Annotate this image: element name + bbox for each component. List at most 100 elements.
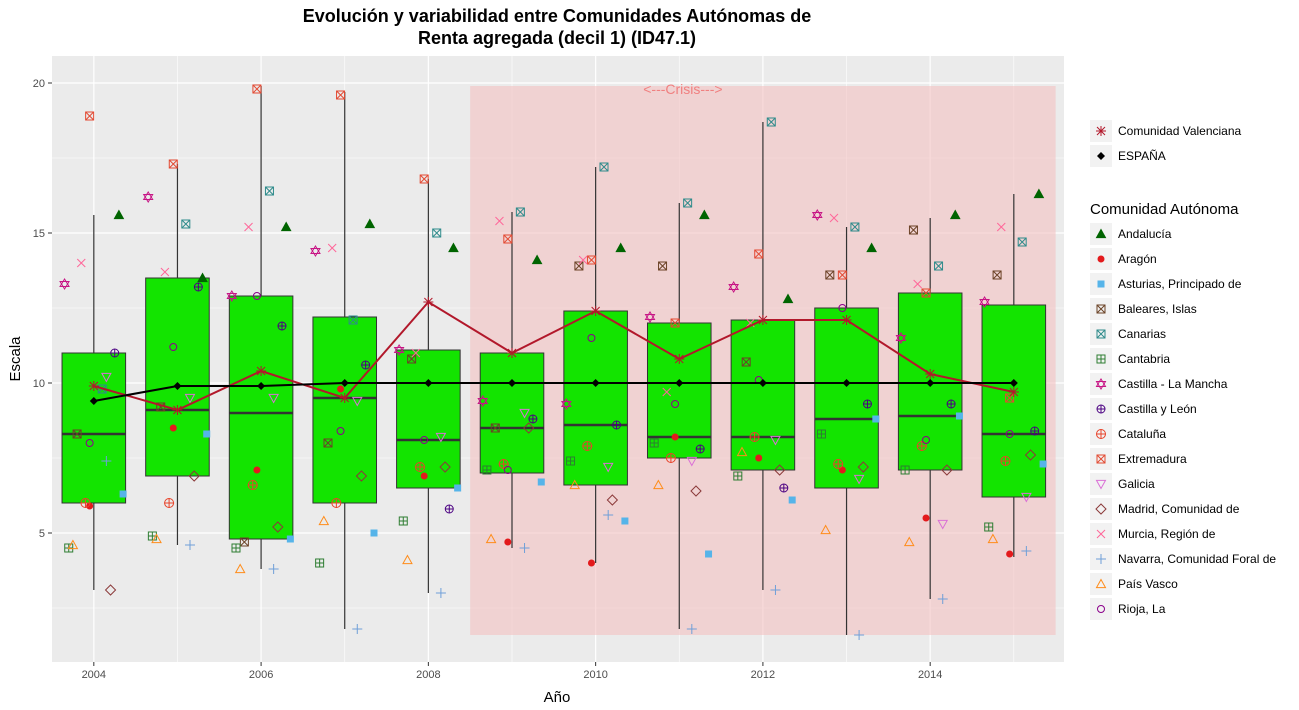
line-point-0-2005	[172, 405, 183, 415]
point-0-2004	[113, 209, 125, 220]
point-0-2008	[448, 242, 459, 253]
point-12-2004	[76, 258, 86, 268]
legend-label: Castilla - La Mancha	[1118, 377, 1228, 391]
crisis-label: <---Crisis--->	[643, 81, 722, 97]
legend-label: Galicia	[1118, 477, 1155, 491]
line-point-0-2010	[590, 306, 601, 316]
point-11-2009	[523, 422, 535, 434]
point-8-2010	[582, 441, 593, 451]
point-14-2015	[987, 533, 999, 544]
line-point-0-2006	[256, 366, 267, 376]
legend-label: Canarias	[1118, 327, 1166, 341]
legend-marker	[1096, 404, 1106, 414]
line-point-1-2014	[926, 379, 935, 387]
x-axis-ticks: 2004 2006 2008 2010 2012 2014	[82, 662, 942, 681]
point-14-2011	[653, 479, 664, 490]
point-10-2013	[853, 474, 865, 485]
point-14-2004	[67, 539, 79, 550]
boxplot-2005	[145, 164, 210, 545]
point-13-2010	[603, 510, 614, 520]
point-8-2009	[498, 459, 509, 469]
point-5-2006	[231, 543, 241, 553]
box-body	[479, 352, 545, 474]
legend-line-label: ESPAÑA	[1118, 149, 1166, 163]
x-tick-label: 2014	[918, 669, 942, 681]
point-12-2011	[662, 387, 672, 397]
box-body	[61, 352, 127, 504]
point-5-2005	[147, 531, 157, 541]
point-3-2009	[490, 423, 500, 433]
point-3-2004	[72, 429, 82, 439]
point-13-2012	[770, 585, 781, 595]
point-14-2014	[903, 536, 915, 547]
legend-series: Andalucía Aragón Asturias, Principado de Ba…	[1090, 223, 1276, 620]
point-1-2010	[587, 559, 595, 567]
legend-key	[1090, 598, 1112, 620]
line-point-0-2007	[339, 393, 350, 403]
point-3-2015	[992, 270, 1002, 280]
legend-key	[1090, 498, 1112, 520]
point-0-2009	[531, 254, 543, 265]
point-11-2013	[857, 461, 869, 473]
point-3-2012	[741, 357, 751, 367]
point-4-2011	[683, 198, 693, 208]
point-13-2008	[435, 588, 446, 598]
point-6-2010	[560, 398, 572, 410]
legend-marker	[1096, 354, 1106, 364]
point-9-2009	[503, 234, 513, 244]
point-7-2006	[277, 321, 287, 331]
point-4-2015	[1017, 237, 1027, 247]
y-tick-label: 15	[33, 228, 45, 240]
line-0	[93, 300, 1015, 412]
point-5-2014	[900, 465, 910, 475]
x-tick-label: 2012	[751, 669, 775, 681]
point-4-2012	[766, 117, 776, 127]
x-tick-label: 2006	[249, 669, 273, 681]
point-5-2007	[315, 558, 325, 568]
point-10-2008	[435, 432, 447, 443]
point-10-2010	[602, 462, 614, 473]
box-body	[396, 349, 461, 489]
legend-marker	[1095, 228, 1107, 239]
point-6-2011	[644, 311, 656, 323]
boxplot-2004	[61, 215, 127, 590]
legend-marker	[1096, 454, 1106, 464]
point-1-2006	[253, 466, 261, 474]
legend-label: Cantabria	[1118, 352, 1170, 366]
legend-label: Castilla y León	[1118, 402, 1197, 416]
line-point-0-2011	[674, 354, 685, 364]
point-15-2008	[420, 436, 429, 444]
point-5-2010	[566, 456, 576, 466]
point-7-2008	[444, 504, 454, 514]
point-9-2004	[85, 111, 95, 121]
point-9-2011	[670, 318, 680, 328]
legend-label: Madrid, Comunidad de	[1118, 502, 1240, 516]
point-2-2010	[621, 517, 629, 525]
line-point-1-2006	[257, 382, 266, 390]
legend-label: Aragón	[1118, 252, 1157, 266]
point-1-2015	[1006, 550, 1014, 558]
point-4-2010	[599, 162, 609, 172]
point-0-2006	[280, 221, 292, 232]
line-point-1-2015	[1009, 379, 1018, 387]
legend-label: Extremadura	[1118, 452, 1187, 466]
line-point-1-2009	[508, 379, 516, 387]
line-point-1-2008	[424, 379, 433, 387]
point-1-2007	[337, 385, 345, 393]
box-body	[563, 310, 628, 486]
legend-label: Navarra, Comunidad Foral de	[1118, 552, 1276, 566]
line-point-0-2013	[841, 315, 852, 325]
point-7-2010	[612, 420, 622, 430]
point-10-2009	[519, 408, 530, 419]
legend-item-2: Asturias, Principado de	[1090, 273, 1242, 295]
point-5-2015	[984, 522, 994, 532]
point-13-2005	[185, 540, 195, 550]
reference-lines	[88, 297, 1019, 415]
point-4-2008	[432, 228, 442, 238]
point-15-2010	[587, 334, 596, 342]
point-1-2014	[922, 514, 930, 522]
legend-key	[1090, 473, 1112, 495]
legend-lines: Comunidad Valenciana ESPAÑA	[1090, 120, 1242, 167]
point-2-2007	[370, 529, 378, 537]
point-14-2010	[569, 479, 581, 490]
